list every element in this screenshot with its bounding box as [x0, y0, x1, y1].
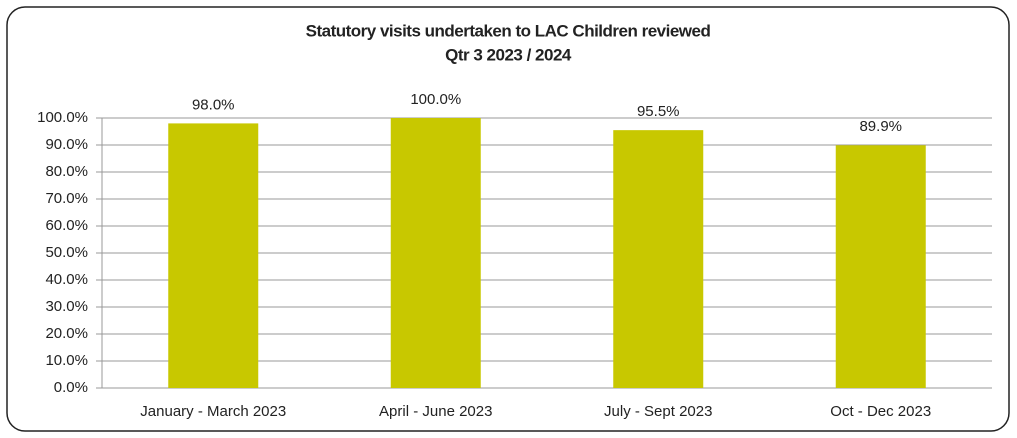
value-label: 98.0%: [192, 96, 235, 113]
y-tick-label: 70.0%: [45, 190, 88, 207]
bar: [390, 118, 481, 388]
y-tick-label: 50.0%: [45, 244, 88, 261]
x-tick-label: January - March 2023: [140, 403, 286, 420]
y-tick-label: 40.0%: [45, 271, 88, 288]
bar: [613, 130, 704, 388]
y-tick-label: 10.0%: [45, 352, 88, 369]
bar: [168, 123, 259, 389]
value-label: 89.9%: [859, 118, 902, 135]
value-label: 95.5%: [637, 103, 680, 120]
y-tick-label: 80.0%: [45, 163, 88, 180]
chart-title: Qtr 3 2023 / 2024: [445, 45, 572, 64]
value-label: 100.0%: [410, 91, 461, 108]
y-tick-label: 20.0%: [45, 325, 88, 342]
x-tick-label: April - June 2023: [379, 403, 492, 420]
y-tick-label: 60.0%: [45, 217, 88, 234]
x-tick-label: Oct - Dec 2023: [830, 403, 931, 420]
x-tick-label: July - Sept 2023: [604, 403, 712, 420]
bar: [835, 145, 926, 388]
y-tick-label: 30.0%: [45, 298, 88, 315]
y-tick-label: 100.0%: [37, 109, 88, 126]
chart-title: Statutory visits undertaken to LAC Child…: [306, 21, 711, 40]
y-tick-label: 0.0%: [54, 379, 88, 396]
y-tick-label: 90.0%: [45, 136, 88, 153]
